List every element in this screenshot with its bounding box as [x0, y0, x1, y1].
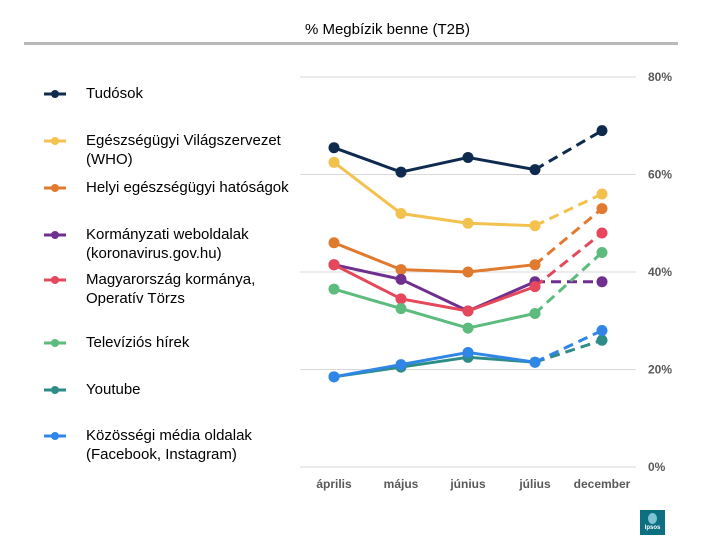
series-line-solid	[332, 263, 537, 313]
data-point	[596, 125, 608, 137]
legend-marker	[44, 432, 66, 440]
data-point	[462, 322, 474, 334]
data-point	[596, 203, 608, 215]
series-6	[328, 334, 608, 383]
legend-label: Tudósok	[86, 85, 143, 102]
legend-label: Helyi egészségügyi hatóságok	[86, 179, 289, 196]
series-line-solid	[332, 287, 537, 330]
data-point	[462, 305, 474, 317]
data-point	[328, 259, 340, 271]
series-line-dashed	[534, 207, 603, 266]
legend-marker	[44, 386, 66, 394]
data-point	[529, 164, 541, 176]
title-divider	[24, 42, 678, 45]
legend-marker	[44, 231, 66, 239]
legend-marker-dot	[51, 90, 59, 98]
series-0	[328, 125, 608, 178]
data-point	[529, 281, 541, 293]
logo-mark	[648, 513, 657, 524]
data-point	[529, 307, 541, 319]
data-point	[462, 151, 474, 163]
data-point	[529, 220, 541, 232]
x-tick-label: június	[449, 477, 486, 491]
legend-marker-dot	[51, 386, 59, 394]
data-point	[596, 227, 608, 239]
data-point	[462, 266, 474, 278]
legend-label: Magyarország kormánya, Operatív Törzs	[86, 271, 256, 307]
legend-label: Közösségi média oldalak (Facebook, Insta…	[86, 427, 252, 463]
data-point	[395, 273, 407, 285]
data-point	[596, 334, 608, 346]
logo-text: Ipsos	[644, 525, 661, 531]
legend-label: Youtube	[86, 381, 141, 398]
data-point	[328, 142, 340, 154]
legend-marker	[44, 184, 66, 192]
series-5	[328, 247, 608, 334]
chart-title-text: % Megbízik benne (T2B)	[304, 21, 471, 38]
data-point	[529, 259, 541, 271]
x-tick-label: április	[316, 477, 352, 491]
data-point	[596, 325, 608, 336]
series-2	[328, 203, 608, 278]
ipsos-logo: Ipsos	[640, 510, 665, 535]
legend-label: Kormányzati weboldalak (koronavirus.gov.…	[86, 226, 249, 262]
legend-marker-dot	[51, 276, 59, 284]
series-line-solid	[332, 355, 537, 379]
data-point	[395, 264, 407, 276]
data-point	[328, 156, 340, 168]
series-line-solid	[332, 160, 537, 228]
series-line-solid	[332, 146, 537, 174]
data-point	[328, 371, 340, 383]
legend-marker-dot	[51, 231, 59, 239]
y-tick-label: 80%	[648, 70, 672, 84]
data-point	[395, 166, 407, 178]
data-point	[529, 356, 541, 368]
series-line-solid	[332, 350, 537, 379]
y-tick-label: 60%	[648, 168, 672, 182]
series-line-dashed	[534, 129, 603, 171]
legend-marker-dot	[51, 339, 59, 347]
data-point	[395, 359, 407, 371]
data-point	[395, 293, 407, 305]
legend-marker-dot	[51, 184, 59, 192]
series-line-dashed	[534, 231, 603, 288]
legend-marker-dot	[51, 432, 59, 440]
data-point	[395, 303, 407, 315]
y-tick-label: 0%	[648, 460, 666, 474]
x-tick-label: december	[574, 477, 631, 491]
series-line-solid	[332, 263, 537, 313]
data-point	[596, 276, 608, 288]
chart-title: % Megbízik benne (T2B)	[0, 21, 703, 38]
series-line-dashed	[534, 329, 603, 364]
data-point	[596, 247, 608, 258]
series-line-solid	[332, 241, 537, 274]
y-tick-label: 40%	[648, 265, 672, 279]
data-point	[596, 188, 608, 200]
legend-marker	[44, 276, 66, 284]
legend-marker	[44, 339, 66, 347]
y-tick-label: 20%	[648, 363, 672, 377]
data-point	[328, 283, 340, 295]
series-line-dashed	[534, 338, 603, 364]
series-line-dashed	[534, 192, 603, 228]
legend-label: Televíziós hírek	[86, 334, 190, 351]
x-tick-label: július	[518, 477, 551, 491]
x-tick-label: május	[384, 477, 419, 491]
series-7	[328, 325, 608, 383]
series-1	[328, 156, 608, 232]
legend-label: Egészségügyi Világszervezet (WHO)	[86, 132, 281, 168]
data-point	[328, 237, 340, 249]
data-point	[395, 208, 407, 219]
series-4	[328, 227, 608, 317]
legend-marker	[44, 137, 66, 145]
data-point	[462, 217, 474, 229]
legend-marker	[44, 90, 66, 98]
data-point	[462, 346, 474, 358]
legend-marker-dot	[51, 137, 59, 145]
